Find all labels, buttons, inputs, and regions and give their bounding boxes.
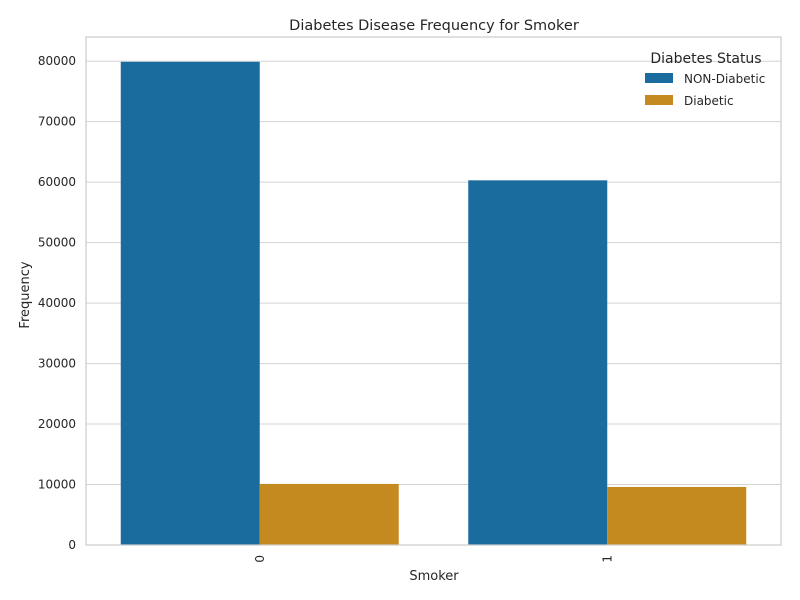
chart-title: Diabetes Disease Frequency for Smoker [289, 18, 579, 34]
legend-label-diabetic: Diabetic [684, 94, 734, 108]
bar-diabetic-1 [607, 486, 747, 545]
legend-title: Diabetes Status [650, 51, 761, 67]
y-axis-label: Frequency [18, 261, 33, 328]
bar-diabetic-0 [259, 483, 399, 545]
x-tick-label: 0 [253, 555, 267, 563]
bar-non-diabetic-0 [120, 61, 260, 546]
x-tick-label: 1 [600, 555, 614, 563]
y-tick-label: 10000 [38, 478, 76, 492]
bar-non-diabetic-1 [468, 180, 608, 546]
legend-swatch-diabetic [645, 95, 673, 105]
legend-label-non-diabetic: NON-Diabetic [684, 72, 765, 86]
legend-swatch-non-diabetic [645, 73, 673, 83]
y-tick-label: 50000 [38, 236, 76, 250]
y-tick-label: 60000 [38, 175, 76, 189]
x-axis-label: Smoker [409, 569, 459, 584]
y-tick-label: 40000 [38, 296, 76, 310]
legend: Diabetes Status NON-Diabetic Diabetic [645, 51, 765, 108]
y-tick-label: 30000 [38, 357, 76, 371]
y-tick-label: 70000 [38, 115, 76, 129]
y-tick-label: 0 [68, 538, 76, 552]
plot-frame [85, 36, 782, 546]
y-tick-labels: 0 10000 20000 30000 40000 50000 60000 70000 8000… [38, 54, 76, 552]
y-tick-label: 80000 [38, 54, 76, 68]
bars [120, 61, 747, 546]
y-tick-label: 20000 [38, 417, 76, 431]
